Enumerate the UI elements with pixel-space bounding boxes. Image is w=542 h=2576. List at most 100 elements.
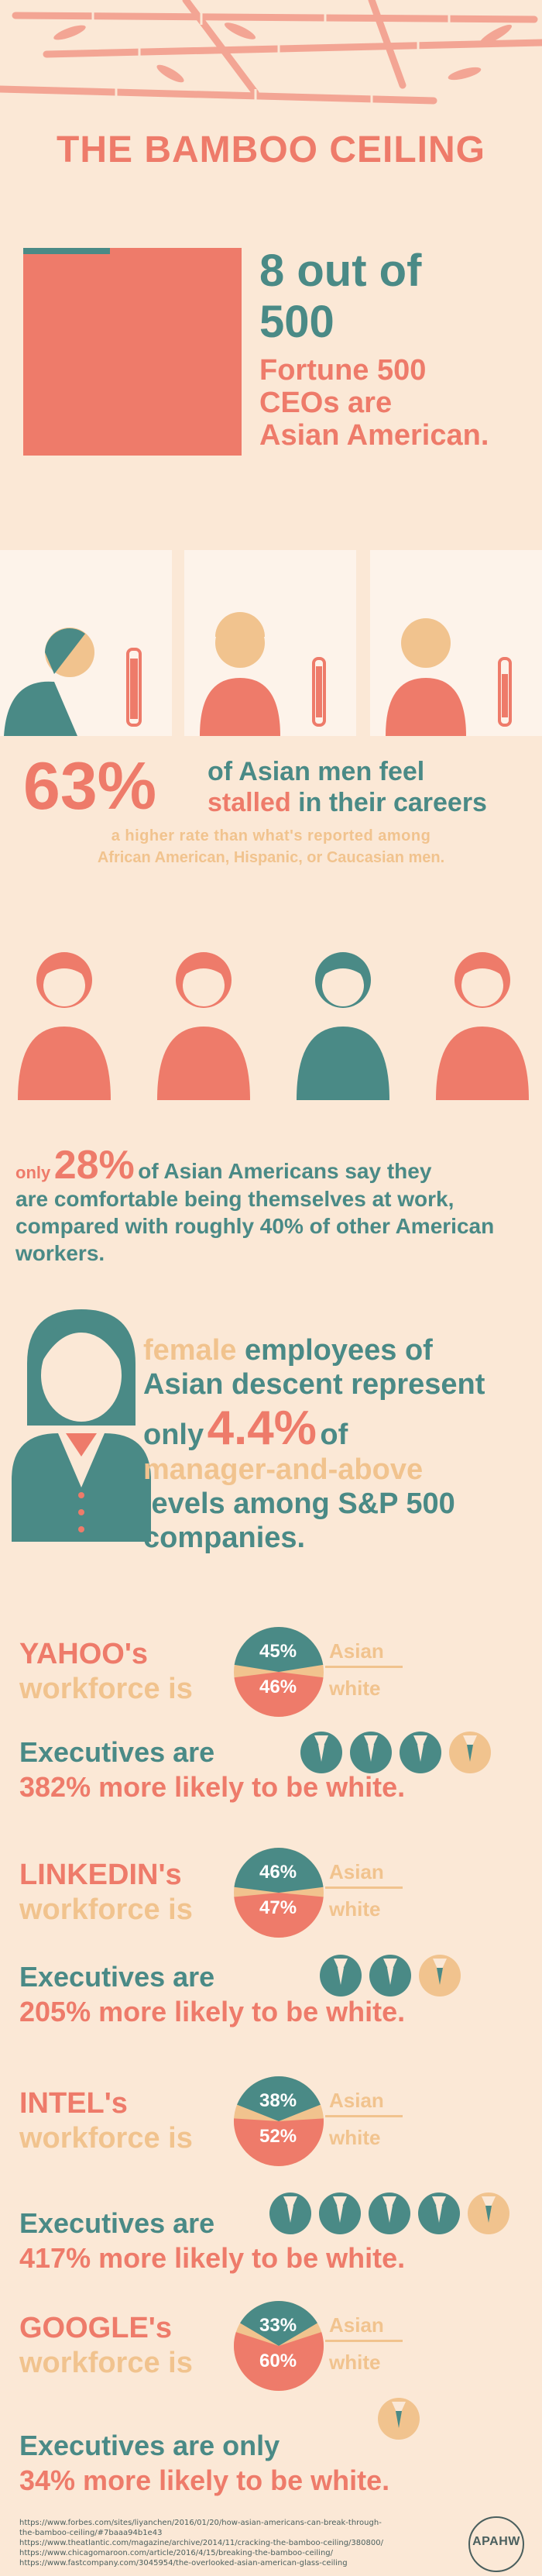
- executive-icon: [468, 2193, 509, 2234]
- workforce-pie: [234, 2076, 324, 2166]
- stall-percent: 63%: [23, 749, 157, 824]
- ceo-text-3: Asian American.: [259, 419, 489, 452]
- executive-icon: [369, 2193, 410, 2234]
- pie-white-slice: [234, 2332, 324, 2391]
- bamboo-decoration: [0, 0, 542, 105]
- source-link[interactable]: https://www.chicagomaroon.com/article/20…: [19, 2549, 334, 2557]
- asian-label: Asian: [329, 1860, 384, 1883]
- exec-line-1: Executives are: [19, 2207, 215, 2239]
- executive-icons-svg: [269, 2193, 509, 2234]
- workforce-pie: [234, 2301, 324, 2391]
- woman-icon: [297, 952, 389, 1100]
- executive-icons: [317, 1951, 466, 2004]
- exec-line-2: 205% more likely to be white.: [19, 1996, 406, 2027]
- executive-icon: [300, 1732, 342, 1773]
- executive-icon: [400, 1732, 441, 1773]
- white-label: white: [329, 2126, 381, 2149]
- exec-line-2: 34% more likely to be white.: [19, 2464, 390, 2496]
- asian-percent: 33%: [259, 2315, 297, 2336]
- exec-line-1: Executives are: [19, 1736, 215, 1768]
- source-link[interactable]: https://www.theatlantic.com/magazine/arc…: [19, 2539, 383, 2547]
- company-workforce-label: workforce is: [19, 2347, 193, 2379]
- white-percent: 60%: [259, 2351, 297, 2371]
- stall-text-2: stalled in their careers: [208, 788, 487, 817]
- pie-asian-slice: [234, 1848, 324, 1893]
- person-standing-icon: [200, 612, 280, 736]
- company-workforce-label: workforce is: [19, 1673, 193, 1705]
- workforce-pie: [234, 1627, 324, 1717]
- exec-line-2: 382% more likely to be white.: [19, 1771, 406, 1803]
- comfort-percent: 28%: [53, 1143, 135, 1188]
- female-word-2: employees of: [244, 1334, 433, 1367]
- workforce-pie: [234, 1848, 324, 1938]
- asian-label: Asian: [329, 1639, 384, 1663]
- female-block: female employees of Asian descent repres…: [143, 1334, 538, 1556]
- executive-icon: [418, 2193, 460, 2234]
- divider: [325, 1886, 403, 1889]
- divider: [325, 2115, 403, 2117]
- executive-icon: [378, 2398, 420, 2440]
- source-link[interactable]: the-bamboo-ceiling/#7baaa94b1e43: [19, 2529, 163, 2537]
- page-title: THE BAMBOO CEILING: [57, 129, 485, 170]
- pie-asian-slice: [237, 2076, 321, 2121]
- pie-asian-slice: [234, 1627, 324, 1672]
- female-line-4: manager-and-above: [143, 1453, 424, 1487]
- company-workforce-label: workforce is: [19, 1893, 193, 1926]
- white-label: white: [329, 1677, 381, 1700]
- executive-icons: [267, 2189, 515, 2242]
- female-of: of: [320, 1419, 348, 1452]
- ceo-text-2: CEOs are: [259, 387, 393, 419]
- businesswoman-icon: [12, 1309, 151, 1542]
- ceo-total: 500: [259, 297, 334, 347]
- comfort-text-2: are comfortable being themselves at work…: [15, 1187, 455, 1211]
- executive-icon: [419, 1955, 461, 1996]
- comfort-text-4: workers.: [15, 1241, 105, 1265]
- female-line-5: levels among S&P 500: [143, 1487, 455, 1521]
- pie-white-slice: [234, 1672, 324, 1717]
- source-link[interactable]: https://www.fastcompany.com/3045954/the-…: [19, 2559, 348, 2567]
- ceo-square-highlight: [23, 248, 110, 254]
- female-line-6: companies.: [143, 1521, 306, 1554]
- ceo-square: [23, 248, 242, 456]
- company-name: GOOGLE's: [19, 2312, 172, 2344]
- executive-icons-svg: [320, 1955, 461, 1996]
- stall-text-1: of Asian men feel: [208, 757, 425, 786]
- executive-icon: [350, 1732, 392, 1773]
- asian-percent: 38%: [259, 2090, 297, 2111]
- company-name: YAHOO's: [19, 1638, 149, 1670]
- woman-icon: [436, 952, 529, 1100]
- asian-percent: 45%: [259, 1641, 297, 1662]
- executive-icon: [269, 2193, 311, 2234]
- white-label: white: [329, 2351, 381, 2374]
- asian-label: Asian: [329, 2313, 384, 2337]
- asian-label: Asian: [329, 2089, 384, 2112]
- source-link[interactable]: https://www.forbes.com/sites/liyanchen/2…: [19, 2519, 382, 2527]
- divider: [325, 1666, 403, 1668]
- executive-icons: [376, 2394, 425, 2447]
- company-name: LINKEDIN's: [19, 1859, 182, 1891]
- exec-line-2: 417% more likely to be white.: [19, 2242, 406, 2274]
- thermometer-icon: [126, 648, 142, 727]
- white-percent: 46%: [259, 1677, 297, 1697]
- executive-icons-svg: [300, 1732, 491, 1773]
- stall-sub-1: a higher rate than what's reported among: [111, 827, 431, 844]
- woman-icon: [18, 952, 111, 1100]
- pie-asian-slice: [240, 2301, 317, 2346]
- asian-percent: 46%: [259, 1862, 297, 1883]
- executive-icon: [449, 1732, 491, 1773]
- white-percent: 47%: [259, 1897, 297, 1918]
- pie-white-slice: [234, 1893, 324, 1938]
- white-percent: 52%: [259, 2126, 297, 2147]
- company-workforce-label: workforce is: [19, 2122, 193, 2155]
- executive-icons-svg: [378, 2398, 420, 2440]
- company-name: INTEL's: [19, 2087, 128, 2120]
- comfort-text-3: compared with roughly 40% of other Ameri…: [15, 1214, 495, 1238]
- pie-white-slice: [234, 2118, 324, 2166]
- comfort-only: only: [15, 1163, 51, 1182]
- female-only: only: [143, 1419, 204, 1452]
- executive-icons: [298, 1728, 496, 1781]
- woman-icon: [157, 952, 250, 1100]
- office-panels: [0, 550, 542, 736]
- white-label: white: [329, 1897, 381, 1921]
